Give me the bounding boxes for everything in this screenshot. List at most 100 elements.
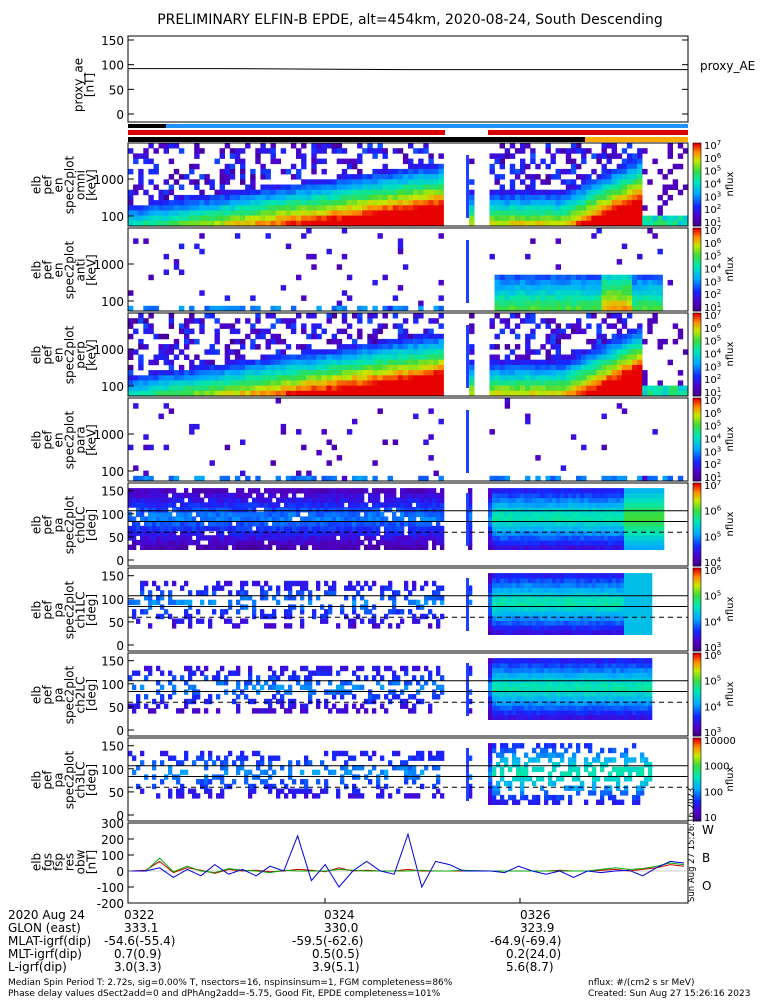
pa-cell <box>496 521 501 527</box>
energy-cell <box>438 174 444 180</box>
pa-cell <box>532 577 537 584</box>
energy-cell <box>438 390 444 397</box>
energy-cell <box>514 300 521 307</box>
pa-cell <box>276 488 281 494</box>
pa-cell <box>500 587 505 593</box>
pa-cell <box>584 511 589 518</box>
energy-cell <box>143 328 149 335</box>
pa-cell <box>604 629 609 635</box>
energy-cell <box>586 385 592 392</box>
energy-cell <box>296 390 302 397</box>
pa-cell <box>536 507 541 513</box>
energy-cell <box>224 168 231 175</box>
energy-cell <box>509 200 516 206</box>
energy-cell <box>550 375 556 381</box>
pa-cell <box>304 507 309 513</box>
pa-cell <box>168 488 173 494</box>
pa-cell <box>196 521 201 527</box>
pa-cell <box>624 530 629 536</box>
pa-cell <box>628 535 633 541</box>
energy-cell <box>367 189 373 196</box>
energy-cell <box>357 305 363 312</box>
energy-cell <box>199 375 205 381</box>
pa-cell <box>624 525 629 532</box>
energy-cell <box>413 380 419 386</box>
pa-cell <box>564 488 569 494</box>
pa-cell <box>500 530 505 536</box>
energy-cell <box>606 168 612 175</box>
energy-cell <box>255 359 261 366</box>
pa-cell <box>616 601 621 607</box>
energy-cell <box>535 475 541 482</box>
energy-cell <box>280 338 287 345</box>
energy-cell <box>128 380 134 386</box>
pa-cell <box>248 488 253 494</box>
pa-cell <box>136 539 141 546</box>
energy-cell <box>637 323 643 329</box>
pa-cell <box>624 544 629 550</box>
pa-cell <box>636 521 641 527</box>
pa-cell <box>208 599 213 606</box>
pa-cell <box>596 497 601 503</box>
pa-cell <box>560 577 565 584</box>
energy-cell <box>621 364 628 371</box>
energy-cell <box>581 290 587 296</box>
energy-cell <box>642 305 648 312</box>
energy-cell <box>672 390 679 397</box>
energy-cell <box>209 375 215 381</box>
energy-cell <box>601 359 607 366</box>
pa-cell <box>428 497 433 503</box>
energy-cell <box>509 380 516 386</box>
energy-cell <box>173 168 180 175</box>
energy-cell <box>163 220 169 227</box>
pa-cell <box>524 624 529 631</box>
energy-cell <box>275 215 281 222</box>
pa-cell <box>524 535 529 541</box>
pa-cell <box>508 544 513 550</box>
energy-cell <box>581 300 587 307</box>
energy-cell <box>494 295 500 301</box>
energy-cell <box>504 220 511 227</box>
energy-cell <box>596 179 602 185</box>
energy-cell <box>260 220 266 227</box>
pa-cell <box>184 516 189 522</box>
energy-cell <box>128 148 134 154</box>
pa-cell <box>568 624 573 631</box>
energy-cell <box>438 295 444 301</box>
energy-cell <box>418 364 424 371</box>
energy-cell <box>367 194 373 201</box>
pa-cell <box>212 516 217 522</box>
energy-cell <box>499 285 505 291</box>
pa-cell <box>428 530 433 536</box>
pa-blue-streak <box>466 493 469 546</box>
energy-cell <box>494 359 500 366</box>
energy-cell <box>224 200 231 206</box>
pa-cell <box>492 582 497 588</box>
pa-cell <box>644 488 649 494</box>
energy-cell <box>402 364 409 371</box>
energy-cell <box>143 475 149 482</box>
pa-cell <box>596 629 601 635</box>
energy-cell <box>560 359 567 366</box>
energy-cell <box>616 179 623 185</box>
pa-cell <box>248 525 253 532</box>
pa-cell <box>656 530 661 536</box>
energy-cell <box>173 380 180 386</box>
energy-cell <box>357 475 363 482</box>
pa-cell <box>192 525 197 532</box>
pa-cell <box>240 539 245 546</box>
energy-cell <box>601 153 607 159</box>
energy-cell <box>341 220 348 227</box>
pa-cell <box>576 492 581 499</box>
energy-cell <box>621 274 628 281</box>
pa-cell <box>544 606 549 612</box>
pa-cell <box>196 609 201 615</box>
pa-cell <box>604 615 609 621</box>
pa-cell <box>512 535 517 541</box>
pa-cell <box>620 573 625 579</box>
pa-cell <box>576 587 581 593</box>
energy-cell <box>214 370 220 376</box>
energy-cell <box>148 323 154 329</box>
pa-cell <box>556 497 561 503</box>
energy-cell <box>382 205 388 211</box>
